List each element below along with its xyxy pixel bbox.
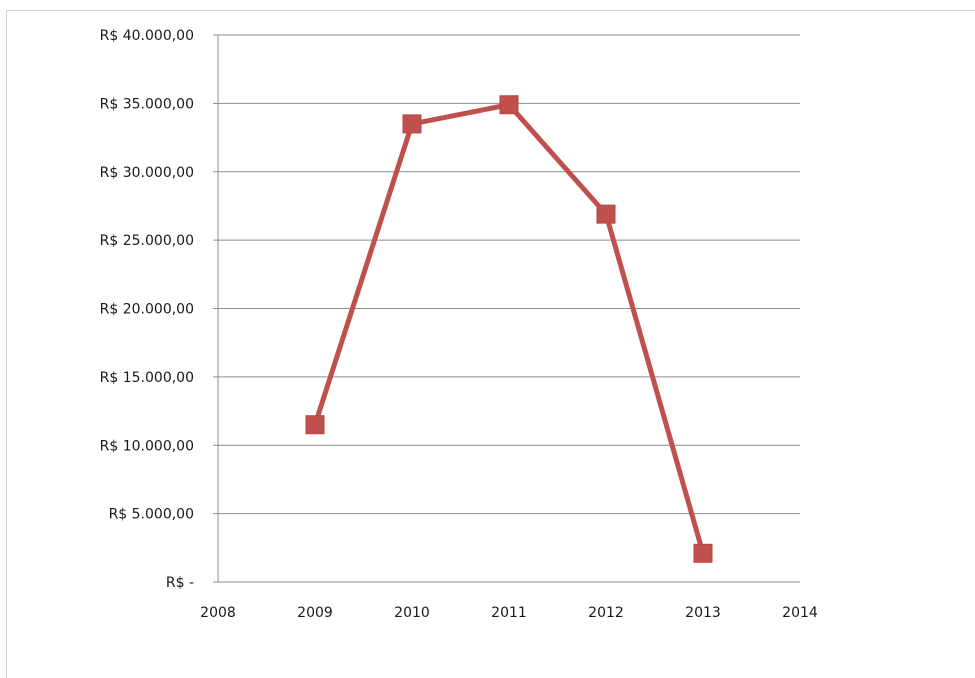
y-tick-label: R$ 20.000,00	[100, 302, 194, 318]
data-point-marker	[693, 543, 713, 563]
x-tick-label: 2014	[782, 605, 818, 621]
x-tick-label: 2009	[297, 605, 333, 621]
x-tick-label: 2011	[491, 605, 527, 621]
x-tick-label: 2013	[685, 605, 721, 621]
x-tick-label: 2008	[200, 605, 236, 621]
y-tick-label: R$ -	[166, 575, 194, 591]
y-tick-label: R$ 30.000,00	[100, 165, 194, 181]
y-tick-label: R$ 35.000,00	[100, 96, 194, 112]
x-tick-labels: 2008 2009 2010 2011 2012 2013 2014	[200, 605, 818, 621]
y-tick-labels: R$ - R$ 5.000,00 R$ 10.000,00 R$ 15.000,00 R…	[100, 28, 194, 591]
y-tick-label: R$ 10.000,00	[100, 438, 194, 454]
data-point-marker	[596, 204, 616, 224]
axes	[213, 34, 800, 583]
data-point-marker	[499, 95, 519, 115]
y-tick-label: R$ 40.000,00	[100, 28, 194, 44]
y-tick-label: R$ 5.000,00	[109, 507, 194, 523]
y-tick-label: R$ 25.000,00	[100, 233, 194, 249]
data-point-marker	[402, 114, 422, 134]
x-tick-label: 2010	[394, 605, 430, 621]
data-point-marker	[305, 415, 325, 435]
y-tick-label: R$ 15.000,00	[100, 370, 194, 386]
chart-frame	[6, 10, 975, 678]
data-markers	[305, 95, 713, 563]
x-tick-label: 2012	[588, 605, 624, 621]
